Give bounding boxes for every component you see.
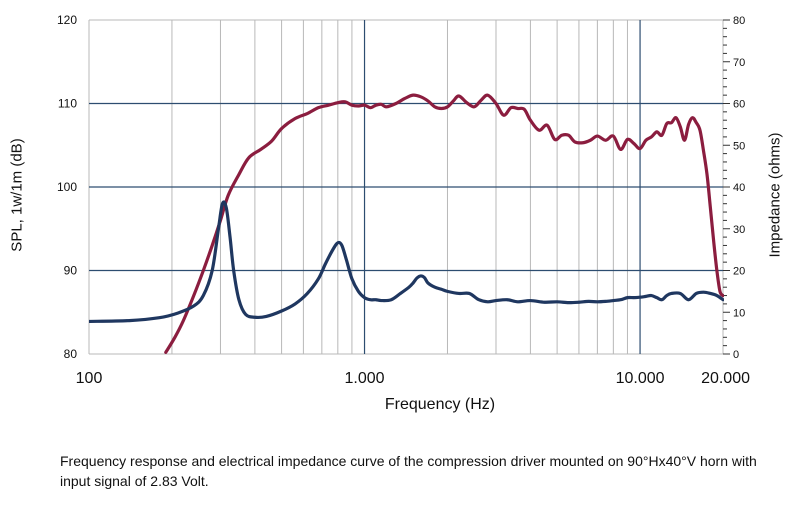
caption-line-1: Frequency response and electrical impeda…	[60, 453, 757, 469]
x-axis-tick-labels: 100 1.000 10.000 20.000	[76, 370, 750, 387]
left-axis-label-container: SPL, 1w/1m (dB)	[2, 60, 32, 330]
left-axis-label: SPL, 1w/1m (dB)	[8, 138, 26, 252]
right-tick-label: 60	[733, 99, 745, 111]
spl-series-line	[164, 93, 724, 354]
x-tick-label: 100	[76, 370, 103, 387]
right-axis-label-container: Impedance (ohms)	[760, 60, 790, 330]
x-tick-label: 1.000	[345, 370, 385, 387]
right-axis-tick-labels: 0 10 20 30 40 50 60 70 80	[733, 15, 745, 361]
right-tick-label: 30	[733, 224, 745, 236]
right-tick-label: 20	[733, 266, 745, 278]
x-tick-label: 20.000	[701, 370, 750, 387]
right-tick-label: 0	[733, 349, 739, 361]
right-tick-label: 40	[733, 182, 745, 194]
x-tick-label: 10.000	[616, 370, 665, 387]
left-tick-label: 90	[64, 264, 78, 278]
left-tick-label: 80	[64, 347, 78, 361]
figure-caption: Frequency response and electrical impeda…	[60, 451, 798, 491]
left-axis-tick-labels: 80 90 100 110 120	[57, 13, 77, 361]
data-series	[89, 93, 724, 354]
right-tick-label: 70	[733, 57, 745, 69]
right-tick-label: 50	[733, 140, 745, 152]
right-tick-label: 10	[733, 307, 745, 319]
impedance-series-line	[89, 200, 724, 324]
left-tick-label: 100	[57, 180, 77, 194]
left-tick-label: 110	[58, 97, 77, 111]
x-axis-label: Frequency (Hz)	[384, 396, 496, 413]
caption-line-2: input signal of 2.83 Volt.	[60, 473, 209, 489]
right-axis-ticks	[723, 19, 730, 355]
right-axis-label: Impedance (ohms)	[766, 132, 784, 258]
left-tick-label: 120	[57, 13, 77, 27]
right-tick-label: 80	[733, 15, 745, 27]
